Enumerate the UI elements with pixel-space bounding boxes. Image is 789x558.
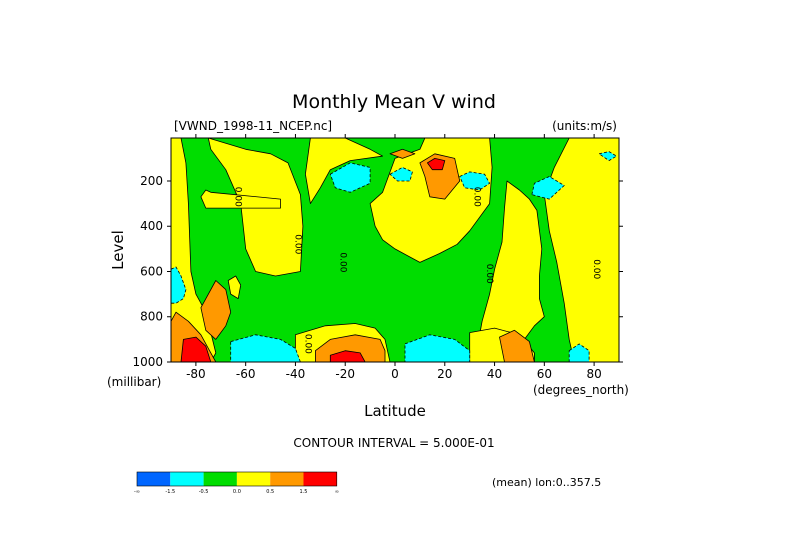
contour-region-positive-9 (227, 275, 242, 300)
contour-region-red-27 (426, 157, 446, 171)
contour-region-orange-19 (200, 280, 232, 340)
mean-text: (mean) lon:0..357.5 (492, 476, 601, 489)
x-tick-label-80: 80 (586, 367, 601, 381)
colorbar-label-5: 1.5 (300, 489, 308, 495)
x-tick-label--60: -60 (236, 367, 256, 381)
contour-region-negative-11 (230, 334, 301, 362)
contour-label-0: 0.00 (233, 187, 243, 207)
contour-region-red-25 (180, 336, 212, 362)
x-axis-title: Latitude (364, 402, 426, 420)
contour-region-red-26 (329, 350, 366, 362)
contour-region-orange-24 (389, 148, 416, 159)
colorbar-swatch-1 (170, 472, 204, 486)
y-axis-ticks: 200 400 600 800 1000 (132, 174, 623, 369)
chart-title: Monthly Mean V wind (292, 91, 496, 113)
colorbar-label-3: 0.0 (233, 489, 241, 495)
y-tick-label-800: 800 (140, 310, 163, 324)
x-axis-units: (degrees_north) (533, 383, 629, 397)
colorbar: -∞ -1.5 -0.5 0.0 0.5 1.5 ∞ (134, 471, 339, 495)
contour-label-2: 0.00 (337, 252, 347, 272)
contour-region-positive-0 (171, 138, 217, 362)
x-tick-label--80: -80 (186, 367, 206, 381)
x-tick-label--20: -20 (335, 367, 355, 381)
colorbar-label-0: -∞ (134, 489, 140, 495)
contour-label-6: 0.00 (591, 259, 601, 279)
y-tick-label-400: 400 (140, 219, 163, 233)
contour-region-negative-15 (459, 171, 491, 191)
x-tick-label-20: 20 (437, 367, 452, 381)
colorbar-frame (136, 471, 338, 487)
units-label: (units:m/s) (552, 119, 617, 133)
plot-area: 0.00 0.00 0.00 0.00 0.00 0.00 0.00 (170, 137, 620, 363)
contour-label-1: 0.00 (292, 234, 302, 254)
contour-region-negative-18 (598, 151, 617, 162)
contour-region-negative-17 (568, 343, 590, 362)
dataset-label: [VWND_1998-11_NCEP.nc] (174, 119, 332, 133)
contour-region-positive-2 (304, 138, 384, 205)
y-tick-label-1000: 1000 (132, 355, 163, 369)
y-tick-label-600: 600 (140, 264, 163, 278)
x-tick-label-40: 40 (487, 367, 502, 381)
y-tick-label-200: 200 (140, 174, 163, 188)
x-axis-ticks: -80 -60 -40 -20 0 20 40 60 80 (186, 134, 602, 381)
contour-region-negative-10 (171, 266, 187, 304)
colorbar-swatch-4 (270, 472, 304, 486)
contour-labels: 0.00 0.00 0.00 0.00 0.00 0.00 0.00 (233, 187, 601, 354)
contour-label-3: 0.00 (302, 334, 312, 354)
colorbar-label-4: 0.5 (266, 489, 274, 495)
contour-label-4: 0.00 (472, 187, 482, 207)
x-tick-label-0: 0 (391, 367, 399, 381)
colorbar-swatch-5 (303, 472, 337, 486)
contour-fills (171, 138, 619, 362)
x-tick-label--40: -40 (286, 367, 306, 381)
contour-region-positive-4 (474, 180, 545, 362)
x-tick-label-60: 60 (537, 367, 552, 381)
colorbar-label-1: -1.5 (165, 489, 175, 495)
contour-region-positive-8 (200, 189, 281, 209)
contour-interval-text: CONTOUR INTERVAL = 5.000E-01 (293, 436, 494, 450)
colorbar-swatch-3 (236, 472, 271, 486)
contour-region-negative-13 (329, 162, 371, 193)
contour-region-negative-14 (389, 166, 413, 182)
contour-region-negative-12 (404, 334, 471, 362)
colorbar-swatch-2 (203, 472, 237, 486)
contour-label-5: 0.00 (484, 264, 494, 284)
y-axis-title: Level (109, 230, 127, 270)
contour-region-negative-16 (531, 176, 565, 200)
contour-region-orange-22 (499, 329, 535, 362)
y-axis-units: (millibar) (107, 375, 161, 389)
colorbar-label-2: -0.5 (199, 489, 209, 495)
colorbar-swatch-0 (137, 472, 171, 486)
colorbar-label-6: ∞ (335, 489, 339, 495)
